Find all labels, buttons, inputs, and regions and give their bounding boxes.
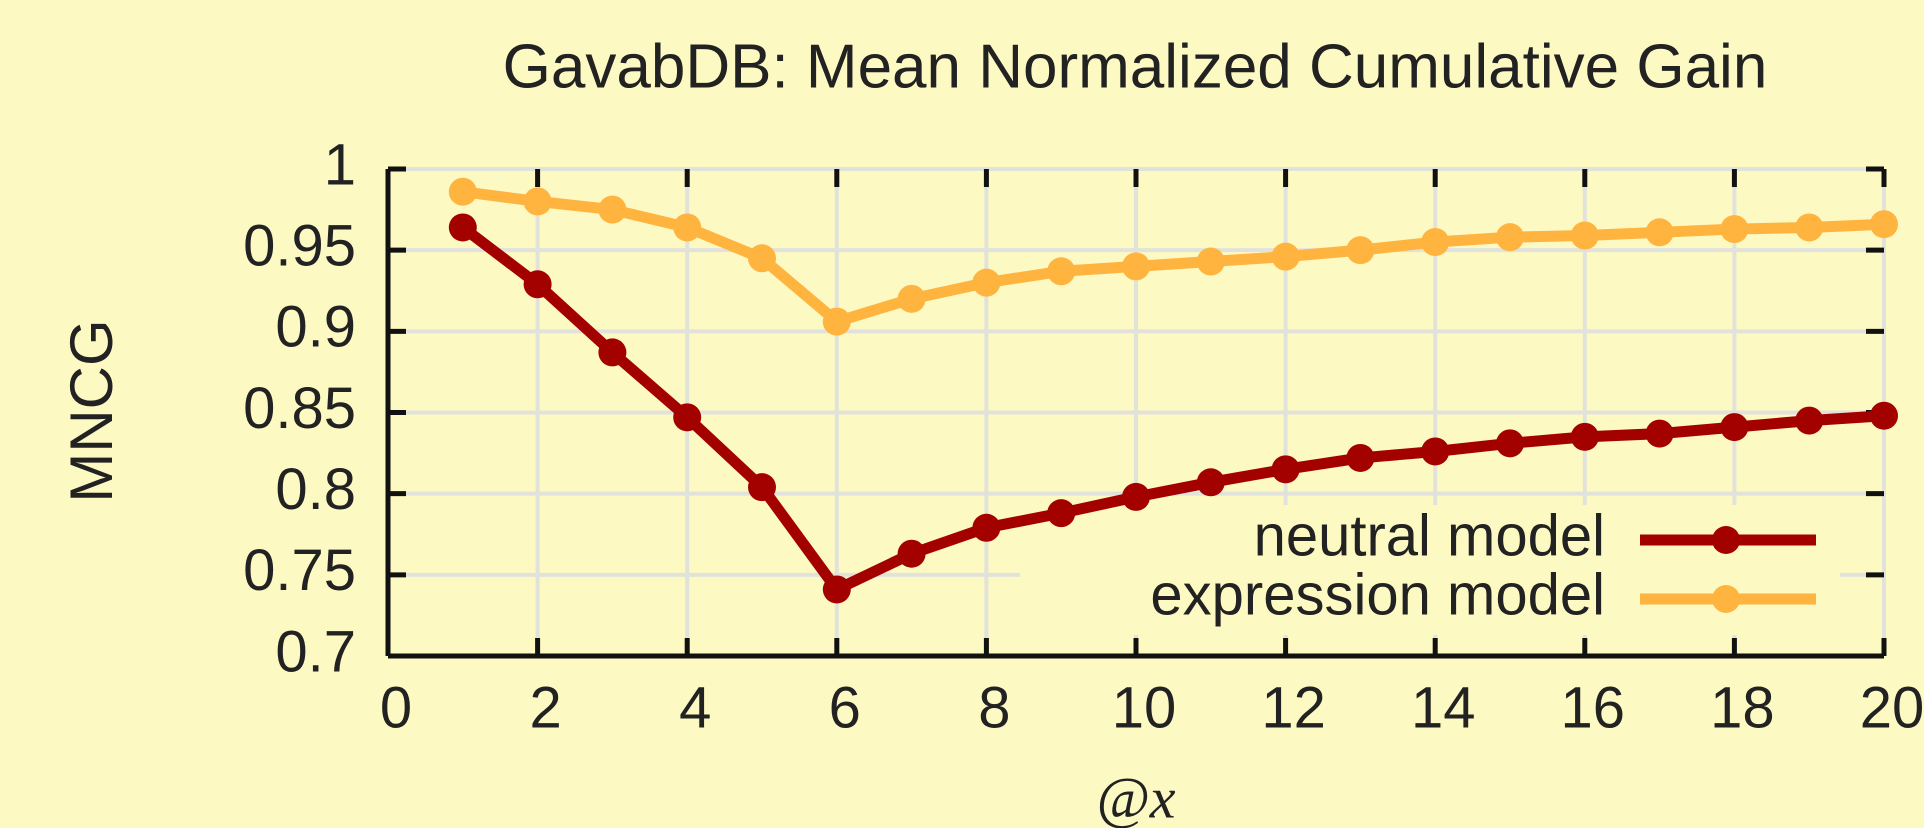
x-tick-label: 12 [1261,675,1326,740]
x-tick-label: 14 [1411,675,1476,740]
x-tick-label: 0 [380,675,412,740]
y-tick-label: 0.8 [275,457,356,522]
data-point [972,513,1001,542]
y-tick-label: 1 [324,132,356,197]
data-point [1570,422,1599,451]
y-tick-label: 0.95 [243,213,356,278]
data-point [1870,401,1898,430]
data-point [822,575,851,604]
y-axis-label: MNCG [58,319,125,502]
data-point [673,213,702,242]
data-point [1196,468,1225,497]
chart-title: GavabDB: Mean Normalized Cumulative Gain [503,32,1768,101]
series-line [462,186,1885,328]
y-tick-label: 0.85 [243,376,356,441]
x-tick-label: 6 [829,675,861,740]
legend-marker [1712,526,1740,554]
data-point [822,307,851,336]
y-tick-label: 0.75 [243,538,356,603]
x-tick-label: 2 [529,675,561,740]
x-tick-label: 8 [978,675,1010,740]
legend-label: neutral model [1254,503,1605,568]
data-point [1196,247,1225,276]
x-tick-label: 4 [679,675,711,740]
data-point [1645,419,1674,448]
data-point [748,473,776,502]
data-point [1570,221,1599,250]
data-point [1795,213,1824,242]
data-point [523,270,552,299]
data-point [1645,218,1674,247]
data-point [1720,215,1749,244]
data-point [1496,223,1524,252]
data-point [1720,413,1749,442]
legend-background [1020,505,1840,635]
data-point [1496,429,1524,458]
data-point [972,268,1001,297]
data-point [1346,443,1375,472]
y-tick-label: 0.7 [275,619,356,684]
data-point [748,244,776,273]
data-point [1421,228,1450,257]
data-point [1122,482,1150,511]
data-point [1870,210,1898,239]
data-point [1271,242,1300,271]
data-point [1047,257,1076,286]
data-point [673,403,702,432]
y-tick-label: 0.9 [275,295,356,360]
data-point [523,187,552,216]
data-point [1047,499,1076,528]
x-tick-label: 20 [1860,675,1924,740]
x-tick-label: 18 [1710,675,1775,740]
data-point [448,213,477,242]
legend-marker [1712,585,1740,613]
data-point [448,177,477,206]
data-point [897,539,926,568]
legend-label: expression model [1150,562,1605,627]
data-point [1271,455,1300,484]
x-tick-label: 16 [1561,675,1626,740]
data-point [1795,406,1824,435]
data-point [1421,437,1450,466]
x-tick-label: 10 [1112,675,1177,740]
data-point [598,338,627,367]
data-point [1122,252,1150,281]
data-point [897,284,926,313]
data-point [1346,236,1375,265]
data-point [598,195,627,224]
x-axis-label: @x [1096,765,1175,828]
